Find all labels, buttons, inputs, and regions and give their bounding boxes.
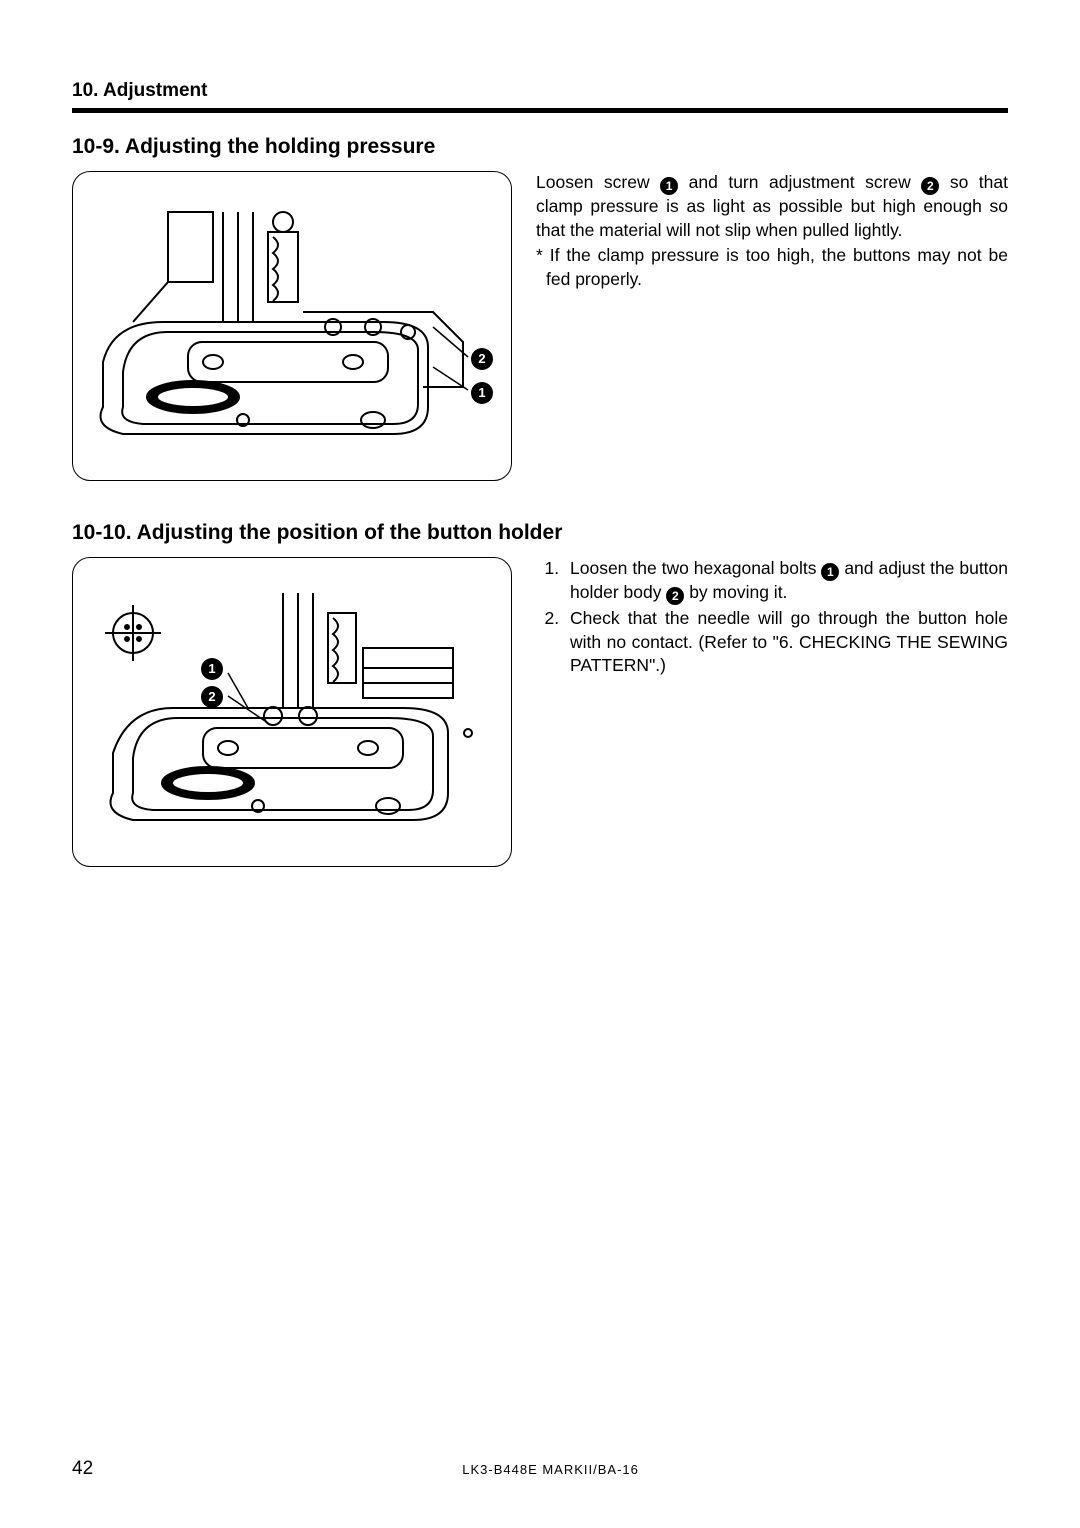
document-id: LK3-B448E MARKII/BA-16 [93, 1462, 1008, 1477]
step-2: Check that the needle will go through th… [564, 607, 1008, 678]
section-10-10-text: Loosen the two hexagonal bolts 1 and adj… [536, 557, 1008, 867]
numbered-ref-icon: 2 [921, 177, 939, 195]
callout-2-icon: 2 [471, 348, 493, 370]
section-heading-10-9: 10-9. Adjusting the holding pressure [72, 135, 1008, 159]
numbered-ref-icon: 1 [821, 563, 839, 581]
page-number: 42 [72, 1458, 93, 1480]
section-10-9-text: Loosen screw 1 and turn adjustment screw… [536, 171, 1008, 481]
callout-1-icon: 1 [471, 382, 493, 404]
step-1: Loosen the two hexagonal bolts 1 and adj… [564, 557, 1008, 605]
callout-2-icon: 2 [201, 686, 223, 708]
header-rule [72, 108, 1008, 113]
numbered-ref-icon: 1 [660, 177, 678, 195]
chapter-header: 10. Adjustment [72, 80, 1008, 102]
callout-1-icon: 1 [201, 658, 223, 680]
section-heading-10-10: 10-10. Adjusting the position of the but… [72, 521, 1008, 545]
body-para: Loosen screw 1 and turn adjustment screw… [536, 171, 1008, 242]
step-list: Loosen the two hexagonal bolts 1 and adj… [536, 557, 1008, 678]
note-para: * If the clamp pressure is too high, the… [536, 244, 1008, 291]
figure-10-9: 2 1 [72, 171, 512, 481]
numbered-ref-icon: 2 [666, 587, 684, 605]
figure-10-10: 1 2 [72, 557, 512, 867]
